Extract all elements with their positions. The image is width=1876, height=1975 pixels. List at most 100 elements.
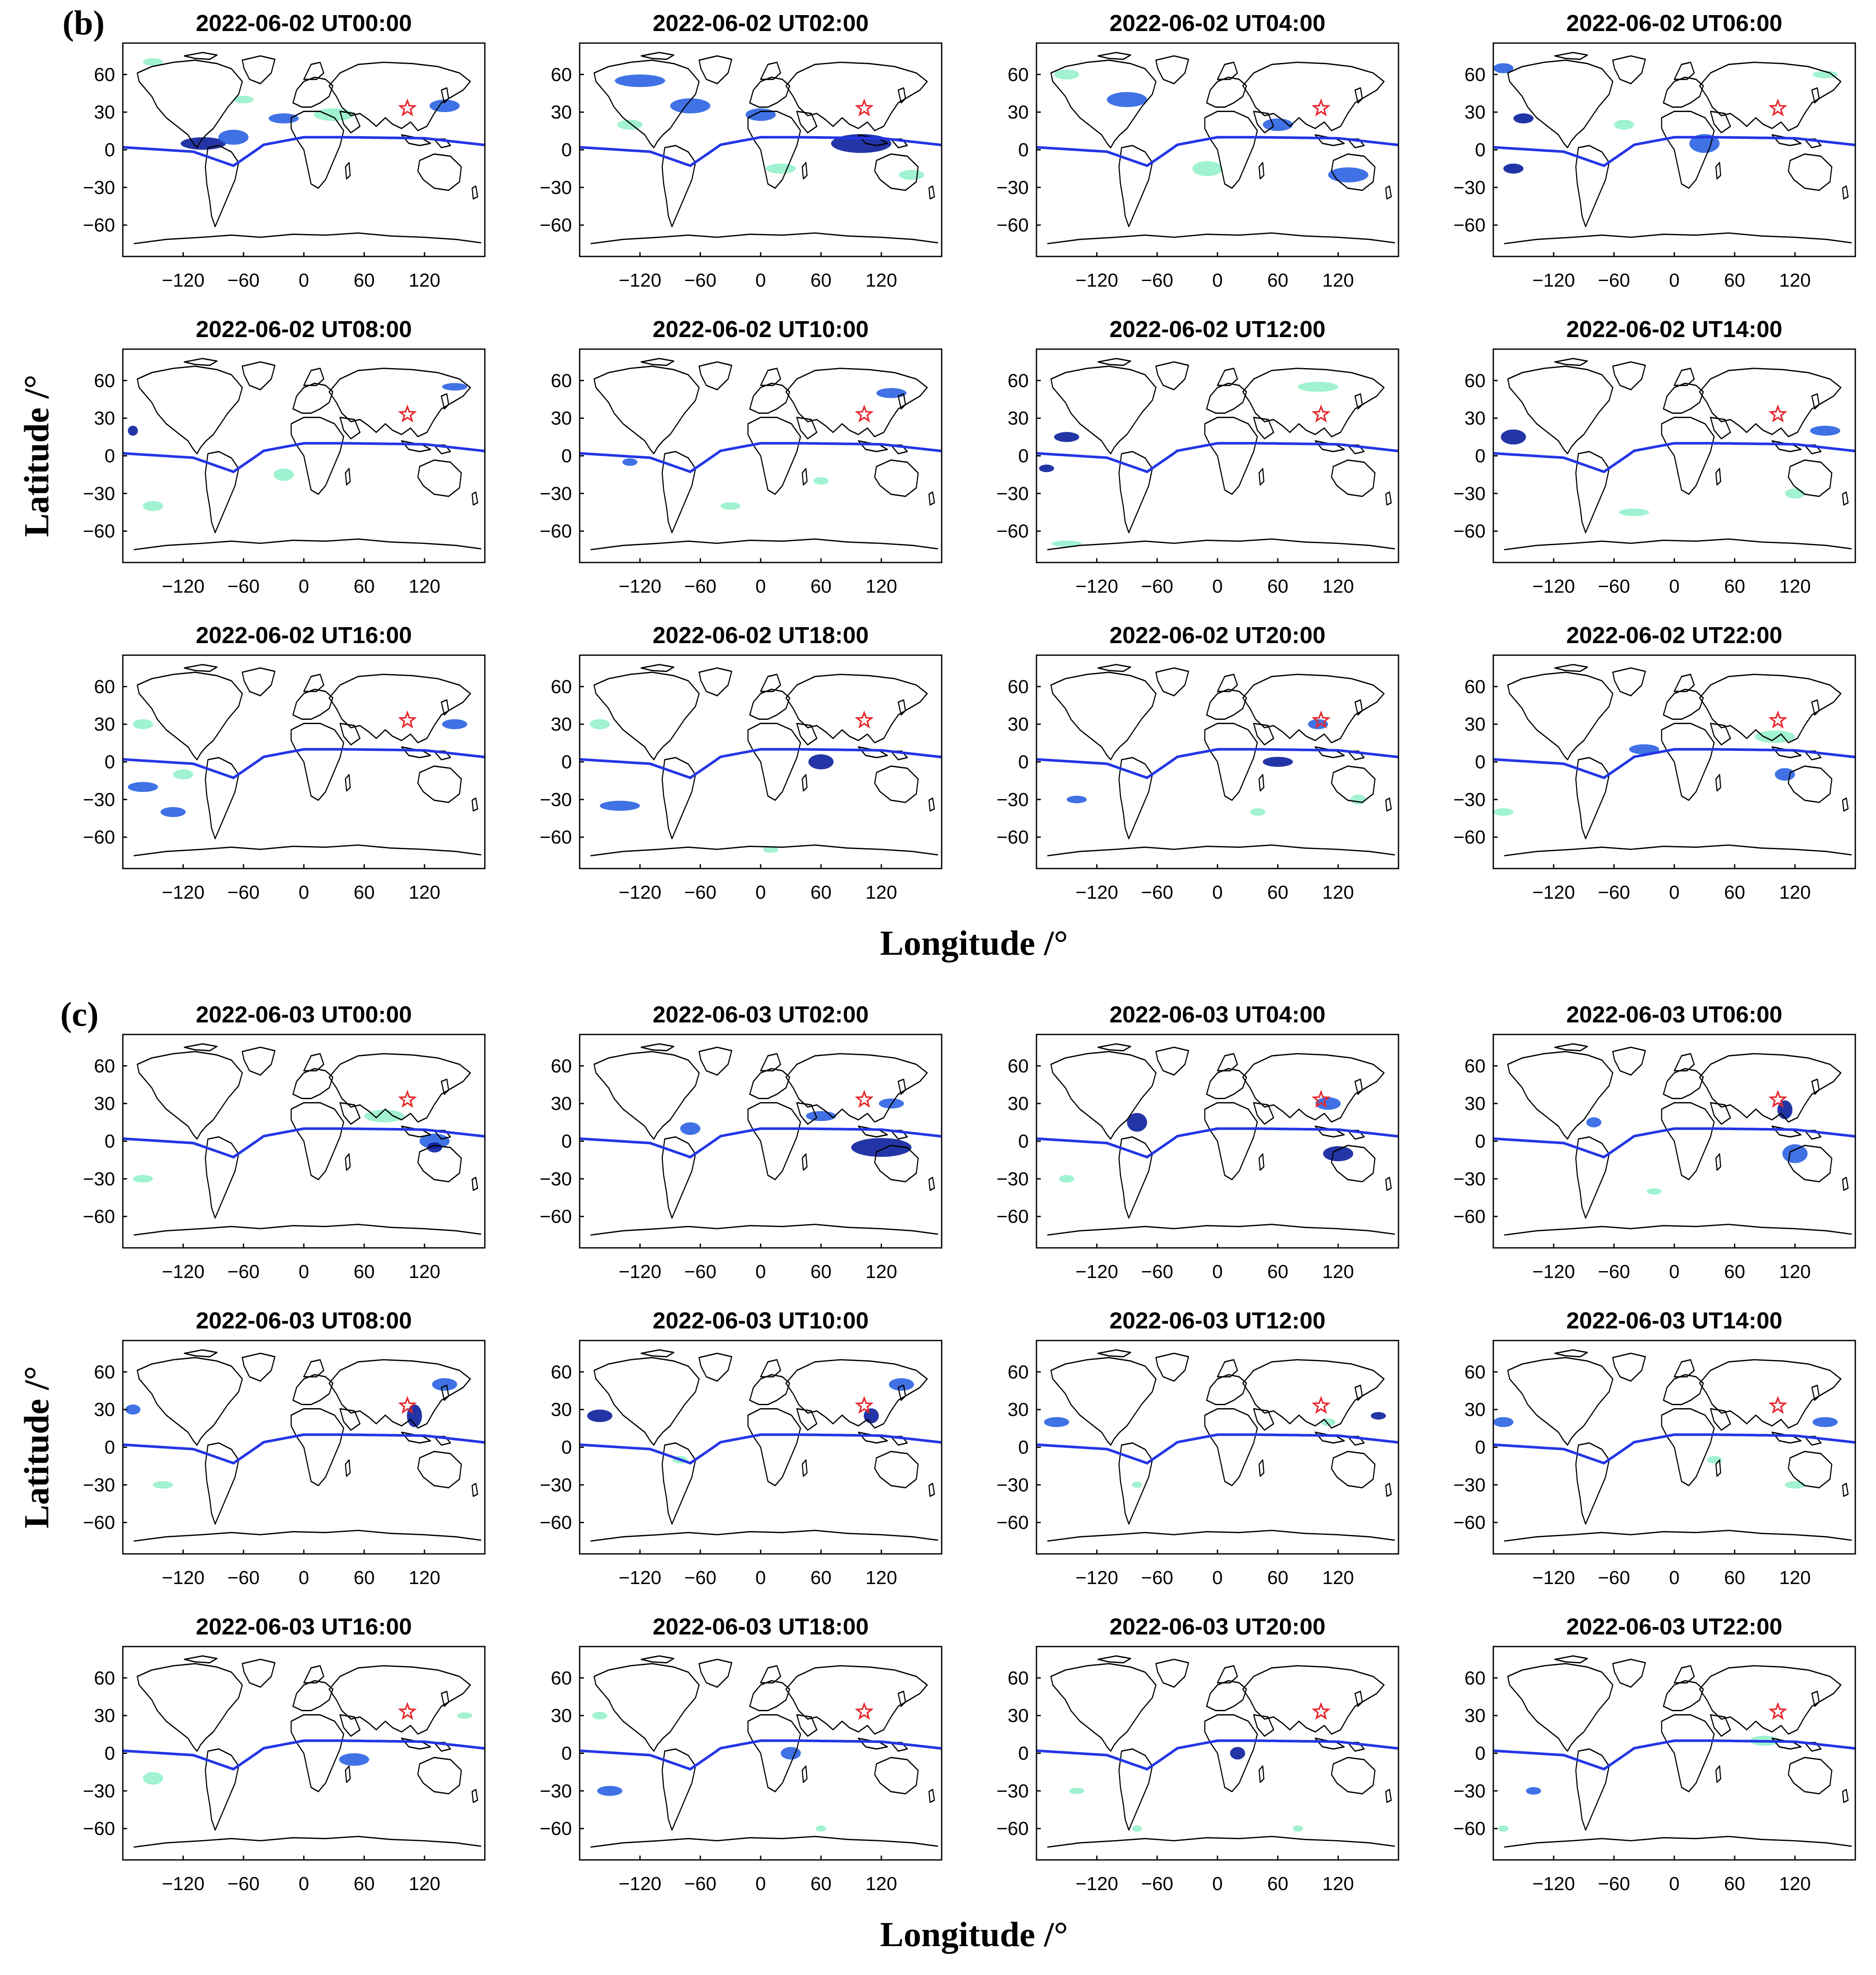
y-tick-label: 0 [105,140,115,161]
x-tick-label: −120 [1075,270,1118,291]
star-marker-icon [1311,98,1331,117]
x-tick-label: 0 [1212,270,1223,291]
y-tick-label: −30 [540,789,572,810]
magnetic-equator-line [123,442,485,473]
x-tick-label: 120 [409,1873,440,1894]
anomaly-region [218,129,249,145]
map-panel: 2022-06-03 UT20:00 60 30 0 −30 −60 −120 −60 0 60 1… [996,1614,1399,1894]
star-marker-icon [1768,1702,1788,1720]
x-axis-label: Longitude /° [880,1915,1068,1954]
map-panel: 2022-06-03 UT18:00 60 30 0 −30 −60 −120 −60 0 60 1… [540,1614,943,1894]
y-tick-label: −30 [83,789,115,810]
x-tick-label: 0 [1212,882,1223,903]
x-tick-label: 0 [755,1873,766,1894]
anomaly-region [1127,1112,1147,1132]
y-tick-label: 30 [1464,408,1486,429]
anomaly-region [442,383,468,391]
map-panel: 2022-06-02 UT22:00 60 30 0 −30 −60 −120 −60 0 60 1… [1453,622,1856,903]
y-tick-label: 30 [94,1093,115,1114]
y-tick-label: 30 [1464,1093,1486,1114]
y-tick-label: 0 [1475,1743,1486,1764]
y-tick-label: 0 [1475,1437,1486,1458]
y-tick-label: −30 [1453,1169,1486,1190]
anomaly-region [1785,488,1805,499]
magnetic-equator-line [580,1127,942,1159]
x-tick-label: 0 [1212,1873,1223,1894]
magnetic-equator-line [1493,136,1855,167]
map-panel: 2022-06-03 UT12:00 60 30 0 −30 −60 −120 −60 0 60 1… [996,1308,1399,1588]
panel-title: 2022-06-03 UT20:00 [1109,1614,1325,1640]
anomaly-region [419,1134,450,1149]
map-panel: 2022-06-02 UT12:00 60 30 0 −30 −60 −120 −60 0 60 1… [996,316,1399,597]
anomaly-region [889,1378,914,1391]
y-tick-label: −30 [540,1169,572,1190]
y-tick-label: −60 [996,1818,1029,1839]
x-tick-label: −120 [1532,882,1575,903]
x-tick-label: 120 [1322,1567,1354,1588]
panel-title: 2022-06-03 UT02:00 [652,1002,868,1028]
y-tick-label: 60 [94,64,115,85]
y-tick-label: 30 [1008,102,1029,123]
star-marker-icon [855,404,874,423]
y-tick-label: −30 [540,177,572,198]
anomaly-region [1067,796,1087,803]
y-tick-label: −60 [540,827,572,848]
x-tick-label: 0 [1212,576,1223,597]
star-marker-icon [398,1702,417,1720]
anomaly-region [339,1753,369,1766]
y-tick-label: 0 [562,1437,572,1458]
y-tick-label: −30 [1453,789,1486,810]
y-tick-label: 30 [1464,714,1486,735]
y-tick-label: −60 [996,1512,1029,1533]
map-plot-area [580,1043,942,1236]
coastline-outline [1503,664,1853,856]
x-tick-label: 60 [811,882,832,903]
coastline-outline [1046,1655,1396,1848]
y-axis-label: Latitude /° [17,1366,56,1528]
coastline-outline [1046,52,1396,244]
magnetic-equator-line [580,748,942,779]
section-label: (b) [62,4,105,42]
anomaly-region [432,1378,457,1391]
anomaly-region [1044,1417,1069,1427]
anomaly-region [1315,1097,1341,1110]
x-tick-label: 0 [299,270,309,291]
coastline-outline [1046,664,1396,856]
map-plot-area [123,1655,485,1848]
panel-title: 2022-06-02 UT10:00 [652,316,868,342]
x-tick-label: −60 [1598,1567,1630,1588]
y-tick-label: 0 [1018,752,1029,773]
anomaly-region [1493,808,1514,816]
y-tick-label: −30 [996,1781,1029,1802]
x-tick-label: 0 [299,1873,309,1894]
y-tick-label: 60 [1008,1056,1029,1077]
x-tick-label: −120 [1075,576,1118,597]
y-tick-label: 30 [1008,1705,1029,1726]
y-tick-label: −60 [83,1206,115,1227]
star-marker-icon [1768,1090,1788,1108]
anomaly-region [622,458,638,466]
anomaly-region [808,754,834,769]
x-tick-label: −120 [618,270,661,291]
coastline-outline [1503,1655,1853,1848]
x-tick-label: 60 [354,882,375,903]
magnetic-equator-line [123,1433,485,1465]
y-tick-label: 0 [1475,446,1486,467]
map-panel: 2022-06-03 UT04:00 60 30 0 −30 −60 −120 −60 0 60 1… [996,1002,1399,1282]
x-tick-label: −60 [684,576,717,597]
x-tick-label: 0 [1212,1261,1223,1282]
x-tick-label: 120 [1322,1261,1354,1282]
y-tick-label: 0 [1475,140,1486,161]
map-panel: 2022-06-03 UT06:00 60 30 0 −30 −60 −120 −60 0 60 1… [1453,1002,1856,1282]
y-tick-label: −60 [83,521,115,542]
x-tick-label: −120 [618,576,661,597]
x-tick-label: −60 [684,1567,717,1588]
x-tick-label: 0 [299,576,309,597]
anomaly-region [1646,1188,1662,1195]
anomaly-region [153,1481,173,1489]
star-marker-icon [398,404,417,423]
panel-title: 2022-06-02 UT04:00 [1109,10,1325,36]
star-marker-icon [1768,404,1788,423]
magnetic-equator-line [123,748,485,779]
anomaly-region [1107,92,1147,107]
